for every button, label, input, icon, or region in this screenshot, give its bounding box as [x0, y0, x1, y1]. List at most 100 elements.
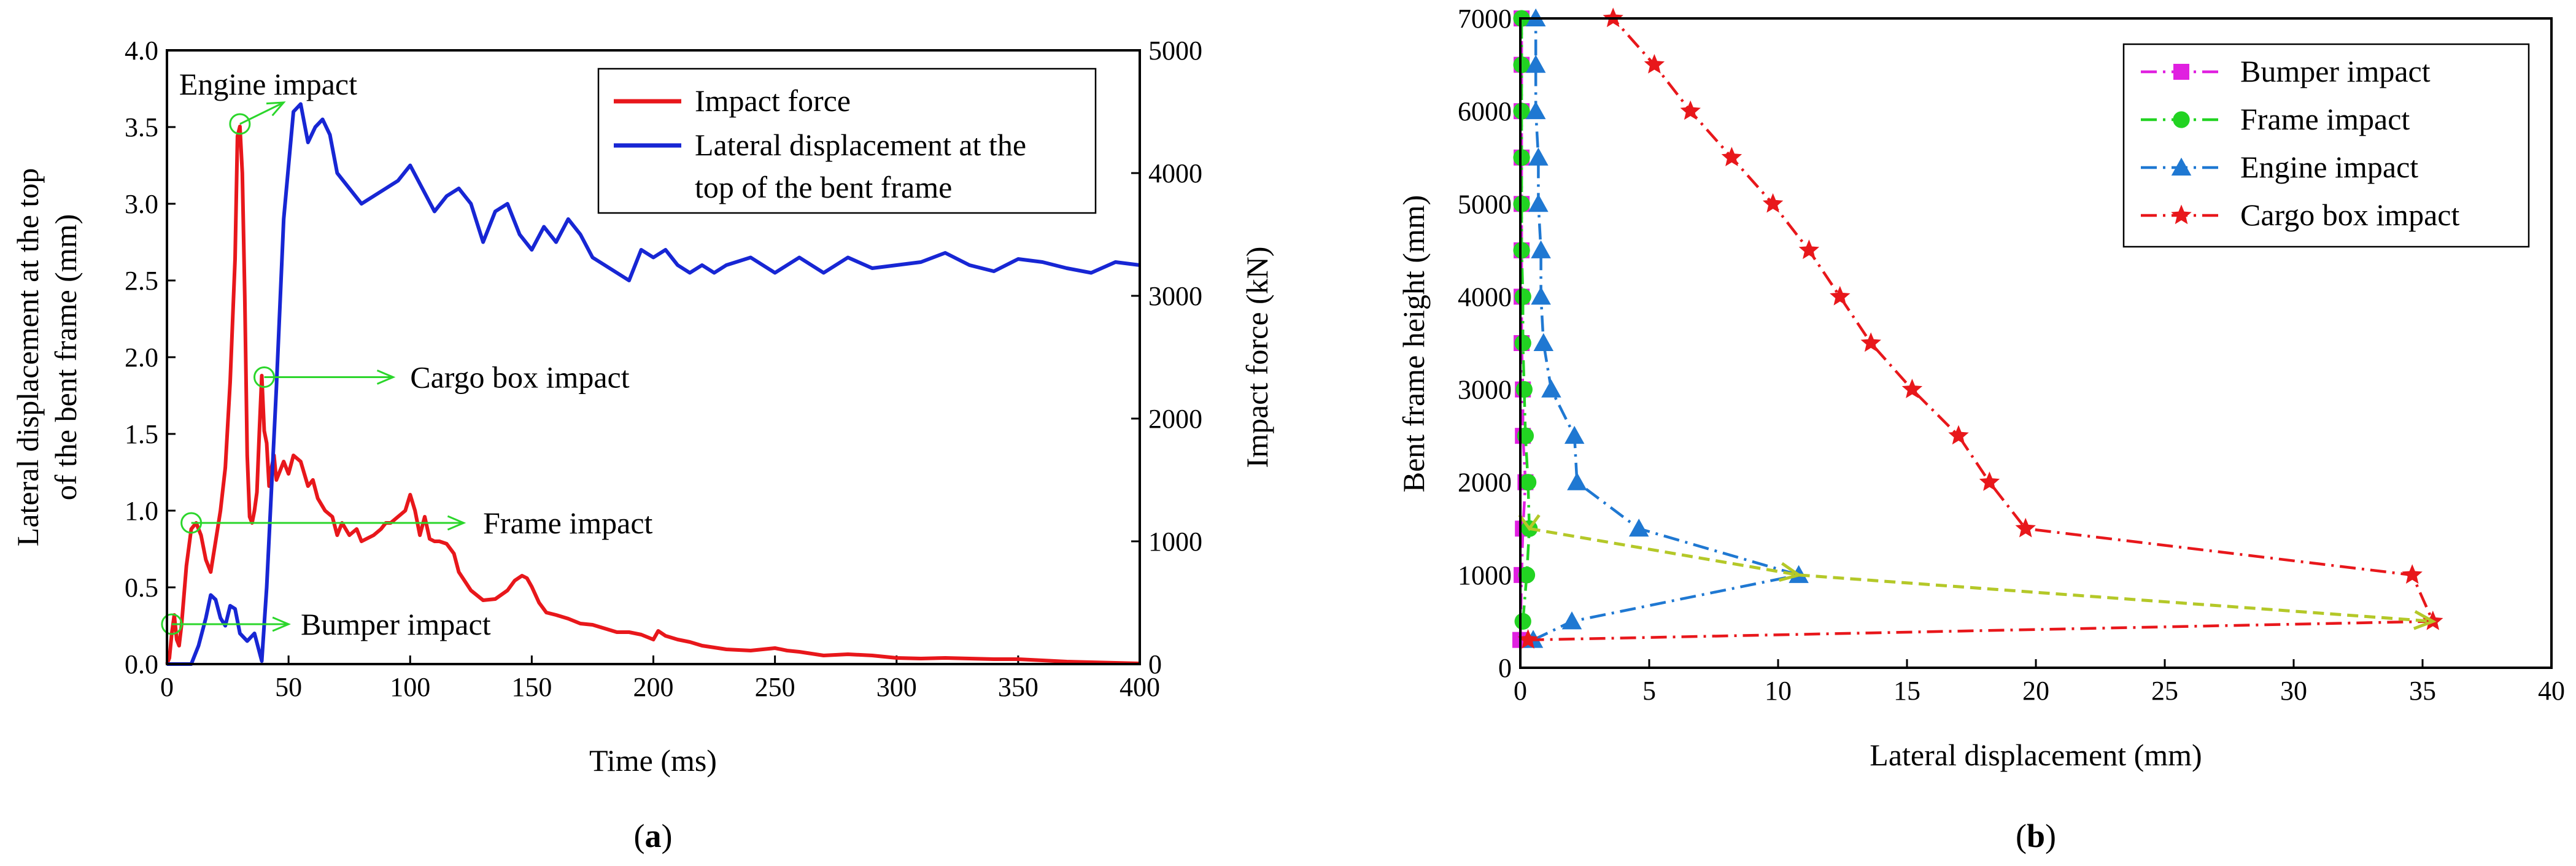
engine-impact-arrow-line — [239, 101, 284, 125]
y-right-tick-label: 3000 — [1148, 281, 1202, 311]
y-right-tick-label: 1000 — [1148, 527, 1202, 557]
data-point-engine-impact — [1528, 194, 1549, 212]
x-tick-label: 5 — [1642, 676, 1656, 706]
legend-swatch-marker-frame-impact — [2173, 111, 2190, 128]
data-point-frame-impact — [1513, 102, 1530, 120]
y-left-tick-label: 3.0 — [125, 189, 158, 219]
load-path-arrow-line — [1798, 573, 2433, 623]
panel-b-ticks: 0 5 10 15 20 25 30 35 40 0 1000 2000 3000 4000 5000 600… — [1458, 4, 2565, 706]
x-tick-label: 200 — [633, 672, 674, 702]
data-point-engine-impact — [1564, 425, 1585, 444]
data-point-cargo-box-impact — [1762, 193, 1784, 213]
y-tick-label: 1000 — [1458, 560, 1512, 590]
data-point-cargo-box-impact — [1901, 379, 1923, 398]
legend-label-frame-impact: Frame impact — [2240, 102, 2410, 136]
cargo-box-impact-annotation-label: Cargo box impact — [410, 360, 629, 395]
x-tick-label: 150 — [511, 672, 552, 702]
x-tick-label: 400 — [1120, 672, 1160, 702]
panel-b-series — [1512, 7, 2443, 649]
panel-b-legend-box — [2122, 43, 2530, 248]
x-tick-label: 35 — [2409, 676, 2436, 706]
y-left-tick-label: 1.0 — [125, 496, 158, 526]
legend-swatch-marker-engine-impact — [2171, 157, 2192, 176]
y-right-tick-label: 2000 — [1148, 404, 1202, 434]
panel-b-plot-frame — [1519, 17, 2553, 669]
data-point-engine-impact — [1525, 101, 1546, 120]
y-left-tick-label: 3.5 — [125, 112, 158, 142]
x-tick-label: 0 — [160, 672, 174, 702]
y-tick-label: 3000 — [1458, 375, 1512, 405]
data-point-cargo-box-impact — [1948, 425, 1969, 445]
load-path-arrow-head — [2413, 610, 2437, 630]
data-point-cargo-box-impact — [2015, 517, 2036, 538]
y-tick-label: 2000 — [1458, 468, 1512, 498]
legend-label-impact-force: Impact force — [695, 83, 851, 118]
y-tick-label: 6000 — [1458, 96, 1512, 126]
y-right-tick-label: 5000 — [1148, 36, 1202, 66]
series-line-lateral-displacement-at-the-top-of-the-bent-frame — [167, 102, 1140, 666]
y-right-tick-label: 0 — [1148, 649, 1162, 679]
x-tick-label: 100 — [390, 672, 430, 702]
x-tick-label: 25 — [2151, 676, 2178, 706]
bumper-impact-arrow-head — [272, 616, 291, 632]
legend-label-engine-impact: Engine impact — [2240, 150, 2418, 184]
x-tick-label: 15 — [1893, 676, 1920, 706]
data-point-frame-impact — [1515, 381, 1533, 398]
panel-b-legend-swatches — [2141, 64, 2222, 225]
y-left-tick-label: 0.5 — [125, 573, 158, 603]
x-tick-label: 300 — [876, 672, 917, 702]
data-point-frame-impact — [1513, 149, 1530, 166]
bumper-impact-annotation-label: Bumper impact — [301, 607, 491, 641]
y-left-tick-label: 2.5 — [125, 266, 158, 296]
panel-b-chart: 0 5 10 15 20 25 30 35 40 0 1000 2000 3000 4000 5000 600… — [1396, 4, 2565, 854]
data-point-engine-impact — [1528, 147, 1549, 166]
data-point-frame-impact — [1514, 613, 1531, 630]
data-point-frame-impact — [1514, 334, 1531, 352]
x-tick-label: 0 — [1514, 676, 1527, 706]
y-left-tick-label: 1.5 — [125, 419, 158, 449]
legend-swatch-marker-cargo-box-impact — [2171, 204, 2192, 225]
data-point-engine-impact — [1531, 287, 1551, 305]
legend-label-lateral-displacement-line2: top of the bent frame — [695, 170, 952, 204]
frame-impact-arrow-head — [447, 515, 466, 531]
data-point-frame-impact — [1513, 56, 1530, 74]
data-point-engine-impact — [1628, 519, 1649, 537]
x-tick-label: 40 — [2538, 676, 2565, 706]
x-tick-label: 350 — [998, 672, 1039, 702]
data-point-cargo-box-impact — [1830, 285, 1851, 306]
data-point-engine-impact — [1567, 472, 1587, 490]
panel-a-series — [165, 102, 1140, 666]
panel-b-y-axis-label: Bent frame height (mm) — [1396, 195, 1431, 493]
y-tick-label: 4000 — [1458, 282, 1512, 312]
panel-a-legend-box — [597, 68, 1097, 214]
load-path-arrow-line — [1529, 527, 1800, 577]
data-point-engine-impact — [1533, 333, 1554, 351]
data-point-cargo-box-impact — [1644, 54, 1665, 74]
x-tick-label: 50 — [275, 672, 302, 702]
data-point-cargo-box-impact — [1979, 471, 2000, 491]
y-right-tick-label: 4000 — [1148, 158, 1202, 188]
legend-swatch-marker-bumper-impact — [2173, 64, 2189, 80]
data-point-frame-impact — [1514, 288, 1531, 306]
x-tick-label: 250 — [755, 672, 795, 702]
panel-a-x-axis-label: Time (ms) — [589, 743, 717, 778]
x-tick-label: 10 — [1765, 676, 1792, 706]
x-tick-label: 20 — [2022, 676, 2049, 706]
data-point-engine-impact — [1525, 55, 1546, 73]
data-point-engine-impact — [1561, 611, 1582, 630]
panel-a-y-left-label-line1: Lateral displacement at the top — [10, 168, 45, 546]
panel-b-label: (b) — [2016, 818, 2056, 854]
x-tick-label: 30 — [2280, 676, 2307, 706]
data-point-cargo-box-impact — [1860, 332, 1881, 352]
panel-b-x-axis-label: Lateral displacement (mm) — [1870, 738, 2202, 772]
series-line-impact-force — [165, 125, 1140, 665]
data-point-cargo-box-impact — [2402, 564, 2423, 584]
data-point-engine-impact — [1541, 379, 1561, 398]
data-point-cargo-box-impact — [1517, 629, 1539, 649]
data-point-cargo-box-impact — [1798, 239, 1820, 260]
engine-impact-marker-circle — [229, 113, 251, 135]
legend-label-lateral-displacement-line1: Lateral displacement at the — [695, 128, 1026, 162]
data-point-engine-impact — [1531, 240, 1551, 258]
y-left-tick-label: 4.0 — [125, 36, 158, 66]
